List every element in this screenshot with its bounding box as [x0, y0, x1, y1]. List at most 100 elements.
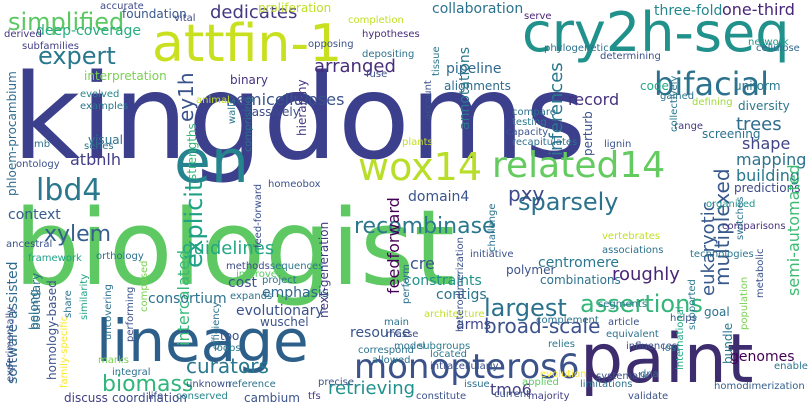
word: metabolic [755, 248, 766, 298]
word: goal [704, 305, 730, 319]
word: sparsely [518, 188, 619, 216]
word: polymer [506, 263, 556, 277]
word: largest [484, 294, 567, 322]
word: related14 [492, 145, 666, 186]
word: current [494, 389, 531, 400]
word: subgroups [418, 341, 471, 352]
word: evolution [540, 369, 587, 380]
word: evolutionary [236, 303, 324, 319]
word: mb [34, 139, 51, 150]
word: equivalent [606, 329, 659, 340]
word: biomass [102, 372, 194, 397]
word: discuss [64, 391, 108, 404]
word: mapping [736, 150, 807, 169]
word: improved [236, 269, 284, 280]
word: capacity [506, 127, 549, 138]
word: range [674, 121, 704, 132]
word: cry2h-seq [522, 1, 790, 64]
word: hemicelluloses [226, 90, 345, 109]
word: wox14 [358, 145, 483, 189]
word: uniform [734, 79, 781, 93]
word: conserved [176, 391, 228, 402]
word: cambium [244, 391, 300, 404]
word: tissue [431, 46, 442, 76]
word: masse [386, 329, 419, 340]
word: en [174, 127, 249, 197]
word: diversity [738, 99, 790, 113]
word: xylem [44, 222, 112, 247]
word: allowed [372, 355, 411, 366]
word: switches [735, 196, 746, 240]
word: strengths [185, 123, 199, 180]
word: helps [670, 313, 697, 324]
word: code [640, 79, 669, 93]
word: lbd4 [36, 173, 102, 208]
word: initiative [470, 249, 514, 260]
word: enable [774, 361, 808, 372]
word: similarity [79, 273, 90, 320]
word: heterodimerization [455, 236, 466, 332]
word: screening [702, 127, 761, 141]
word: gained [660, 91, 695, 102]
word: pxy [508, 182, 545, 206]
word: arranged [314, 56, 396, 77]
word: constitute [416, 391, 467, 402]
word: serve [524, 11, 552, 22]
word: proliferation [258, 1, 332, 15]
word: cellulose [756, 43, 800, 54]
word: homodimerization [714, 381, 805, 392]
word: perturb [581, 111, 595, 156]
word: lineage [96, 307, 309, 375]
word: context [8, 207, 61, 223]
word: roughly [612, 264, 680, 285]
word: architecture [424, 309, 485, 320]
word: derived [4, 29, 42, 40]
word: homology-based [45, 280, 59, 380]
word: fuse [366, 69, 388, 80]
word: experimentally [5, 306, 16, 382]
word: resource [350, 325, 411, 341]
word: precise [318, 377, 355, 388]
word: semi-automated [784, 164, 803, 296]
word: one-third [722, 0, 795, 19]
word: interpretation [84, 69, 167, 83]
word: accurate [100, 1, 144, 12]
word: framework [28, 253, 82, 264]
word: life [148, 391, 164, 402]
word: attfin-1 [152, 14, 343, 74]
word: shape [742, 134, 791, 153]
word: located [430, 349, 467, 360]
word: defining [692, 97, 733, 108]
word: integral [112, 367, 151, 378]
word: applied [522, 377, 559, 388]
word: binary [230, 73, 268, 87]
word: curators [186, 354, 269, 378]
word: reference [228, 379, 276, 390]
word: family-specific [59, 315, 70, 388]
word: challenge [487, 203, 498, 252]
word: intracellularly [430, 361, 499, 372]
word: ey1h [174, 72, 198, 122]
word: centromere [538, 255, 619, 271]
word: collectively [669, 75, 680, 132]
word: project [262, 275, 297, 286]
word: plants [402, 137, 433, 148]
word: three-fold [654, 3, 723, 19]
word: recombinase [354, 214, 496, 239]
word: technologies [690, 249, 754, 260]
word: wuschel [260, 315, 309, 329]
word: dna [640, 369, 659, 380]
word: retrieving [328, 378, 416, 399]
word: composed [139, 260, 150, 312]
word: expert [38, 42, 116, 70]
word: too [220, 329, 240, 343]
word: bundle [721, 322, 735, 364]
word: arms [456, 317, 492, 333]
word: tfs [308, 391, 321, 402]
word: atbhlh [70, 150, 121, 169]
word: vertebrates [602, 231, 661, 242]
word: examples [80, 101, 129, 112]
word: orthology [96, 251, 144, 262]
word: opposing [308, 39, 354, 50]
